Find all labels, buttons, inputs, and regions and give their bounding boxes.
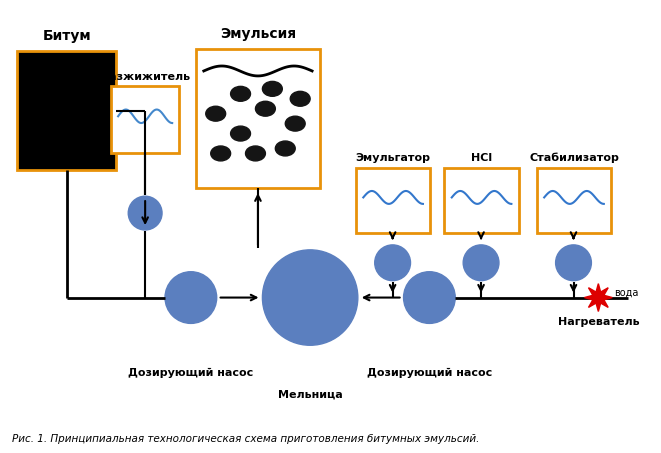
Text: Рис. 1. Принципиальная технологическая схема приготовления битумных эмульсий.: Рис. 1. Принципиальная технологическая с… — [12, 434, 479, 443]
Text: Дозирующий насос: Дозирующий насос — [367, 368, 492, 378]
Circle shape — [262, 250, 358, 345]
Ellipse shape — [245, 146, 266, 161]
Bar — [356, 169, 430, 233]
Text: Дозирующий насос: Дозирующий насос — [128, 368, 253, 378]
Text: Стабилизатор: Стабилизатор — [529, 153, 619, 164]
Circle shape — [463, 245, 499, 281]
Ellipse shape — [231, 126, 251, 141]
Ellipse shape — [276, 141, 295, 156]
Text: Разжижитель: Разжижитель — [100, 72, 190, 82]
Text: HCl: HCl — [471, 154, 492, 164]
Text: Битум: Битум — [42, 29, 91, 43]
Text: Эмульгатор: Эмульгатор — [356, 154, 430, 164]
Ellipse shape — [211, 146, 231, 161]
Bar — [196, 49, 320, 188]
Circle shape — [404, 272, 455, 323]
Circle shape — [556, 245, 592, 281]
Bar — [444, 169, 519, 233]
Ellipse shape — [255, 101, 276, 116]
Bar — [537, 169, 611, 233]
Ellipse shape — [286, 116, 305, 131]
Text: Эмульсия: Эмульсия — [220, 27, 296, 41]
Ellipse shape — [262, 82, 282, 96]
Ellipse shape — [206, 106, 225, 121]
Bar — [17, 51, 116, 170]
Circle shape — [128, 196, 162, 230]
Circle shape — [165, 272, 217, 323]
Text: Мельница: Мельница — [278, 390, 342, 400]
Text: вода: вода — [614, 288, 639, 298]
Ellipse shape — [231, 87, 251, 101]
Polygon shape — [584, 284, 612, 312]
Bar — [111, 86, 179, 154]
Ellipse shape — [290, 92, 310, 106]
Text: Нагреватель: Нагреватель — [557, 318, 639, 328]
Circle shape — [375, 245, 410, 281]
